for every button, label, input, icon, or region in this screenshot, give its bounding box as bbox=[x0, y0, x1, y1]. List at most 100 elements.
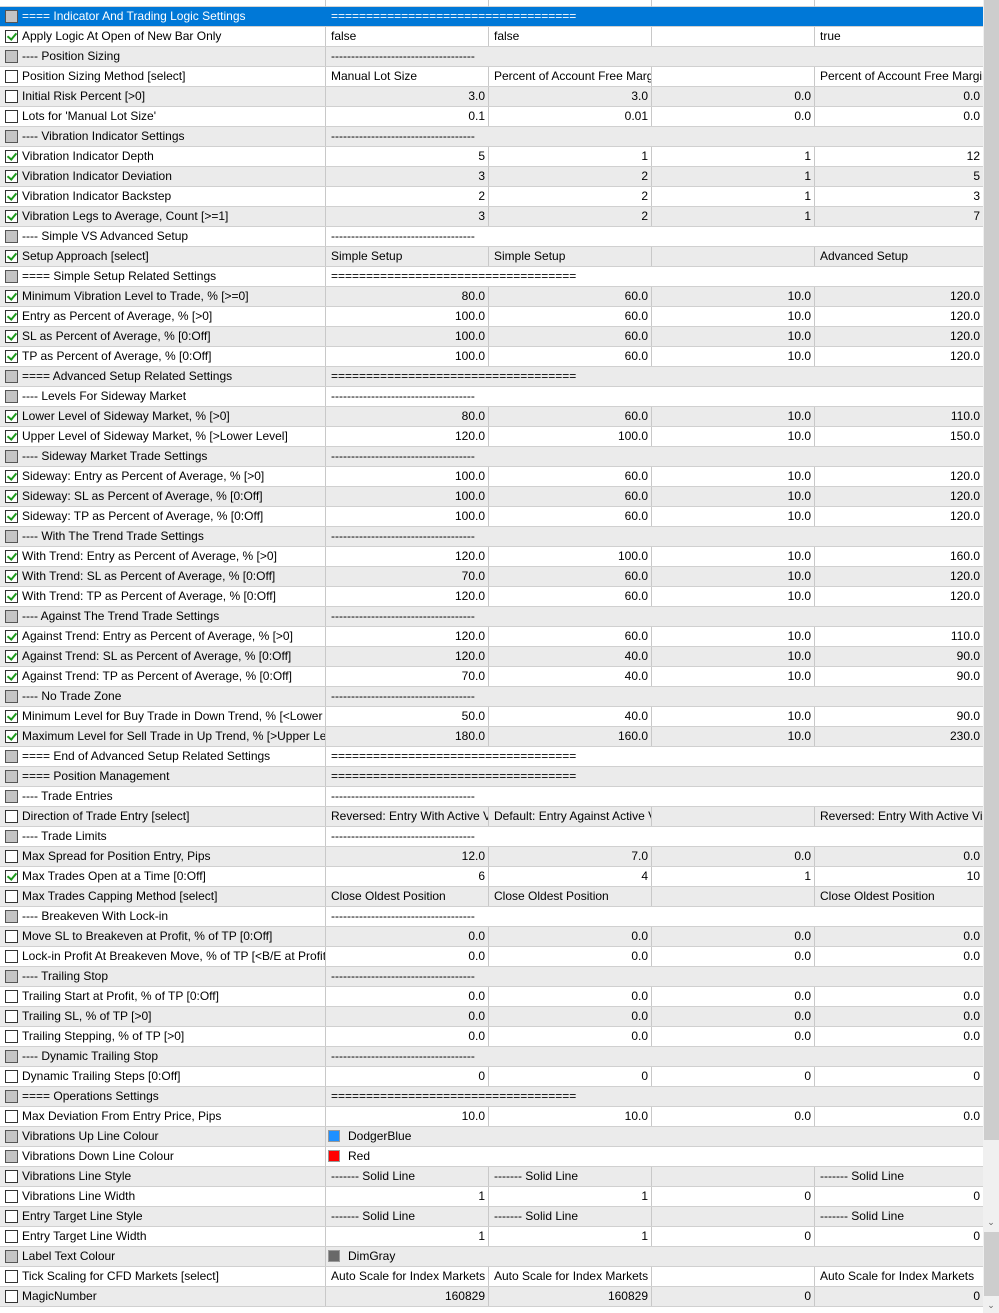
table-row-minimum-vibration-level-to-trade-0[interactable]: Minimum Vibration Level to Trade, % [>=0… bbox=[0, 287, 983, 307]
step-cell[interactable]: 1 bbox=[652, 167, 815, 186]
table-row-move-sl-to-breakeven-at-profit-of-tp-0-off[interactable]: Move SL to Breakeven at Profit, % of TP … bbox=[0, 927, 983, 947]
table-row-with-trend-entry-as-percent-of-average-0[interactable]: With Trend: Entry as Percent of Average,… bbox=[0, 547, 983, 567]
stop-cell[interactable]: 0.0 bbox=[963, 1029, 980, 1043]
stop-cell[interactable]: 0 bbox=[973, 1069, 980, 1083]
checkbox-checked-icon[interactable] bbox=[5, 510, 18, 523]
table-row-max-trades-capping-method-select[interactable]: Max Trades Capping Method [select] Close … bbox=[0, 887, 983, 907]
step-cell[interactable]: 10.0 bbox=[652, 707, 815, 726]
stop-cell[interactable]: 5 bbox=[973, 169, 980, 183]
step-cell[interactable]: 1 bbox=[652, 207, 815, 226]
value-cell[interactable]: 2 bbox=[326, 187, 489, 206]
start-cell[interactable]: 0.01 bbox=[489, 107, 652, 126]
step-cell[interactable] bbox=[652, 1167, 815, 1186]
checkbox-checked-icon[interactable] bbox=[5, 710, 18, 723]
table-row-apply-logic-at-open-of-new-bar-only[interactable]: Apply Logic At Open of New Bar Only false… bbox=[0, 27, 983, 47]
start-cell[interactable]: 60.0 bbox=[489, 347, 652, 366]
start-cell[interactable]: 2 bbox=[489, 167, 652, 186]
stop-cell[interactable]: 90.0 bbox=[956, 709, 980, 723]
checkbox-checked-icon[interactable] bbox=[5, 210, 18, 223]
checkbox-checked-icon[interactable] bbox=[5, 550, 18, 563]
step-cell[interactable]: 10.0 bbox=[652, 647, 815, 666]
table-row-label-text-colour[interactable]: Label Text Colour DimGray bbox=[0, 1247, 983, 1267]
value-cell[interactable]: Auto Scale for Index Markets bbox=[326, 1267, 489, 1286]
start-cell[interactable]: 60.0 bbox=[489, 467, 652, 486]
start-cell[interactable]: 0.0 bbox=[489, 1027, 652, 1046]
checkbox-icon[interactable] bbox=[5, 70, 18, 83]
value-cell[interactable]: 0.0 bbox=[326, 1027, 489, 1046]
start-cell[interactable]: ------- Solid Line bbox=[489, 1207, 652, 1226]
step-cell[interactable]: 10.0 bbox=[652, 467, 815, 486]
table-row-operations-settings[interactable]: ==== Operations Settings ================… bbox=[0, 1087, 983, 1107]
step-cell[interactable]: 0 bbox=[652, 1287, 815, 1306]
start-cell[interactable]: 100.0 bbox=[489, 547, 652, 566]
value-cell[interactable]: 80.0 bbox=[326, 407, 489, 426]
checkbox-checked-icon[interactable] bbox=[5, 430, 18, 443]
checkbox-checked-icon[interactable] bbox=[5, 350, 18, 363]
stop-cell[interactable]: 120.0 bbox=[949, 589, 980, 603]
stop-cell[interactable]: 0 bbox=[973, 1189, 980, 1203]
start-cell[interactable]: 160829 bbox=[489, 1287, 652, 1306]
table-row-end-of-advanced-setup-related-settings[interactable]: ==== End of Advanced Setup Related Setti… bbox=[0, 747, 983, 767]
start-cell[interactable]: 1 bbox=[489, 1187, 652, 1206]
step-cell[interactable] bbox=[652, 887, 815, 906]
table-row-max-trades-open-at-a-time-0-off[interactable]: Max Trades Open at a Time [0:Off] 6 4 1 10 bbox=[0, 867, 983, 887]
checkbox-checked-icon[interactable] bbox=[5, 490, 18, 503]
table-row-with-trend-sl-as-percent-of-average-0-off[interactable]: With Trend: SL as Percent of Average, % … bbox=[0, 567, 983, 587]
start-cell[interactable]: 40.0 bbox=[489, 707, 652, 726]
start-cell[interactable]: 40.0 bbox=[489, 667, 652, 686]
table-row-vibration-indicator-settings[interactable]: ---- Vibration Indicator Settings -------… bbox=[0, 127, 983, 147]
table-row-simple-vs-advanced-setup[interactable]: ---- Simple VS Advanced Setup -----------… bbox=[0, 227, 983, 247]
checkbox-icon[interactable] bbox=[5, 1010, 18, 1023]
checkbox-checked-icon[interactable] bbox=[5, 330, 18, 343]
value-cell[interactable]: 70.0 bbox=[326, 567, 489, 586]
table-row-minimum-level-for-buy-trade-in-down-trend-lower-le[interactable]: Minimum Level for Buy Trade in Down Tren… bbox=[0, 707, 983, 727]
start-cell[interactable]: Auto Scale for Index Markets bbox=[489, 1267, 652, 1286]
scroll-down-arrow-icon[interactable]: ⌄ bbox=[987, 1217, 995, 1227]
start-cell[interactable]: 0 bbox=[489, 1067, 652, 1086]
step-cell[interactable]: 10.0 bbox=[652, 487, 815, 506]
start-cell[interactable]: 60.0 bbox=[489, 587, 652, 606]
stop-cell[interactable]: 90.0 bbox=[956, 649, 980, 663]
start-cell[interactable]: 10.0 bbox=[489, 1107, 652, 1126]
start-cell[interactable]: 7.0 bbox=[489, 847, 652, 866]
checkbox-checked-icon[interactable] bbox=[5, 310, 18, 323]
value-cell[interactable]: Close Oldest Position bbox=[326, 887, 489, 906]
table-row-entry-target-line-width[interactable]: Entry Target Line Width 1 1 0 0 bbox=[0, 1227, 983, 1247]
stop-cell[interactable]: Close Oldest Position bbox=[820, 889, 935, 903]
start-cell[interactable]: 60.0 bbox=[489, 627, 652, 646]
checkbox-checked-icon[interactable] bbox=[5, 290, 18, 303]
checkbox-checked-icon[interactable] bbox=[5, 870, 18, 883]
checkbox-icon[interactable] bbox=[5, 110, 18, 123]
checkbox-checked-icon[interactable] bbox=[5, 570, 18, 583]
checkbox-icon[interactable] bbox=[5, 1170, 18, 1183]
table-row-breakeven-with-lock-in[interactable]: ---- Breakeven With Lock-in -------------… bbox=[0, 907, 983, 927]
value-cell[interactable]: ------- Solid Line bbox=[326, 1167, 489, 1186]
value-cell[interactable]: 180.0 bbox=[326, 727, 489, 746]
value-cell[interactable]: ------- Solid Line bbox=[326, 1207, 489, 1226]
table-row-trailing-start-at-profit-of-tp-0-off[interactable]: Trailing Start at Profit, % of TP [0:Off… bbox=[0, 987, 983, 1007]
stop-cell[interactable]: 12 bbox=[966, 149, 980, 163]
stop-cell[interactable]: 90.0 bbox=[956, 669, 980, 683]
table-row-vibrations-down-line-colour[interactable]: Vibrations Down Line Colour Red bbox=[0, 1147, 983, 1167]
step-cell[interactable] bbox=[652, 807, 815, 826]
step-cell[interactable]: 10.0 bbox=[652, 667, 815, 686]
table-row-against-trend-entry-as-percent-of-average-0[interactable]: Against Trend: Entry as Percent of Avera… bbox=[0, 627, 983, 647]
table-row-initial-risk-percent-0[interactable]: Initial Risk Percent [>0] 3.0 3.0 0.0 0.0 bbox=[0, 87, 983, 107]
start-cell[interactable]: Close Oldest Position bbox=[489, 887, 652, 906]
stop-cell[interactable]: 0.0 bbox=[963, 89, 980, 103]
table-row-maximum-level-for-sell-trade-in-up-trend-upper-lev[interactable]: Maximum Level for Sell Trade in Up Trend… bbox=[0, 727, 983, 747]
stop-cell[interactable]: Auto Scale for Index Markets bbox=[820, 1269, 975, 1283]
color-value-cell[interactable]: DimGray bbox=[326, 1247, 983, 1266]
step-cell[interactable]: 10.0 bbox=[652, 407, 815, 426]
checkbox-icon[interactable] bbox=[5, 950, 18, 963]
checkbox-checked-icon[interactable] bbox=[5, 150, 18, 163]
step-cell[interactable]: 10.0 bbox=[652, 427, 815, 446]
stop-cell[interactable]: 0.0 bbox=[963, 949, 980, 963]
start-cell[interactable]: 0.0 bbox=[489, 1007, 652, 1026]
checkbox-icon[interactable] bbox=[5, 1290, 18, 1303]
value-cell[interactable]: Manual Lot Size bbox=[326, 67, 489, 86]
table-row-against-trend-tp-as-percent-of-average-0-off[interactable]: Against Trend: TP as Percent of Average,… bbox=[0, 667, 983, 687]
table-row-trade-limits[interactable]: ---- Trade Limits -----------------------… bbox=[0, 827, 983, 847]
value-cell[interactable]: 80.0 bbox=[326, 287, 489, 306]
checkbox-checked-icon[interactable] bbox=[5, 410, 18, 423]
